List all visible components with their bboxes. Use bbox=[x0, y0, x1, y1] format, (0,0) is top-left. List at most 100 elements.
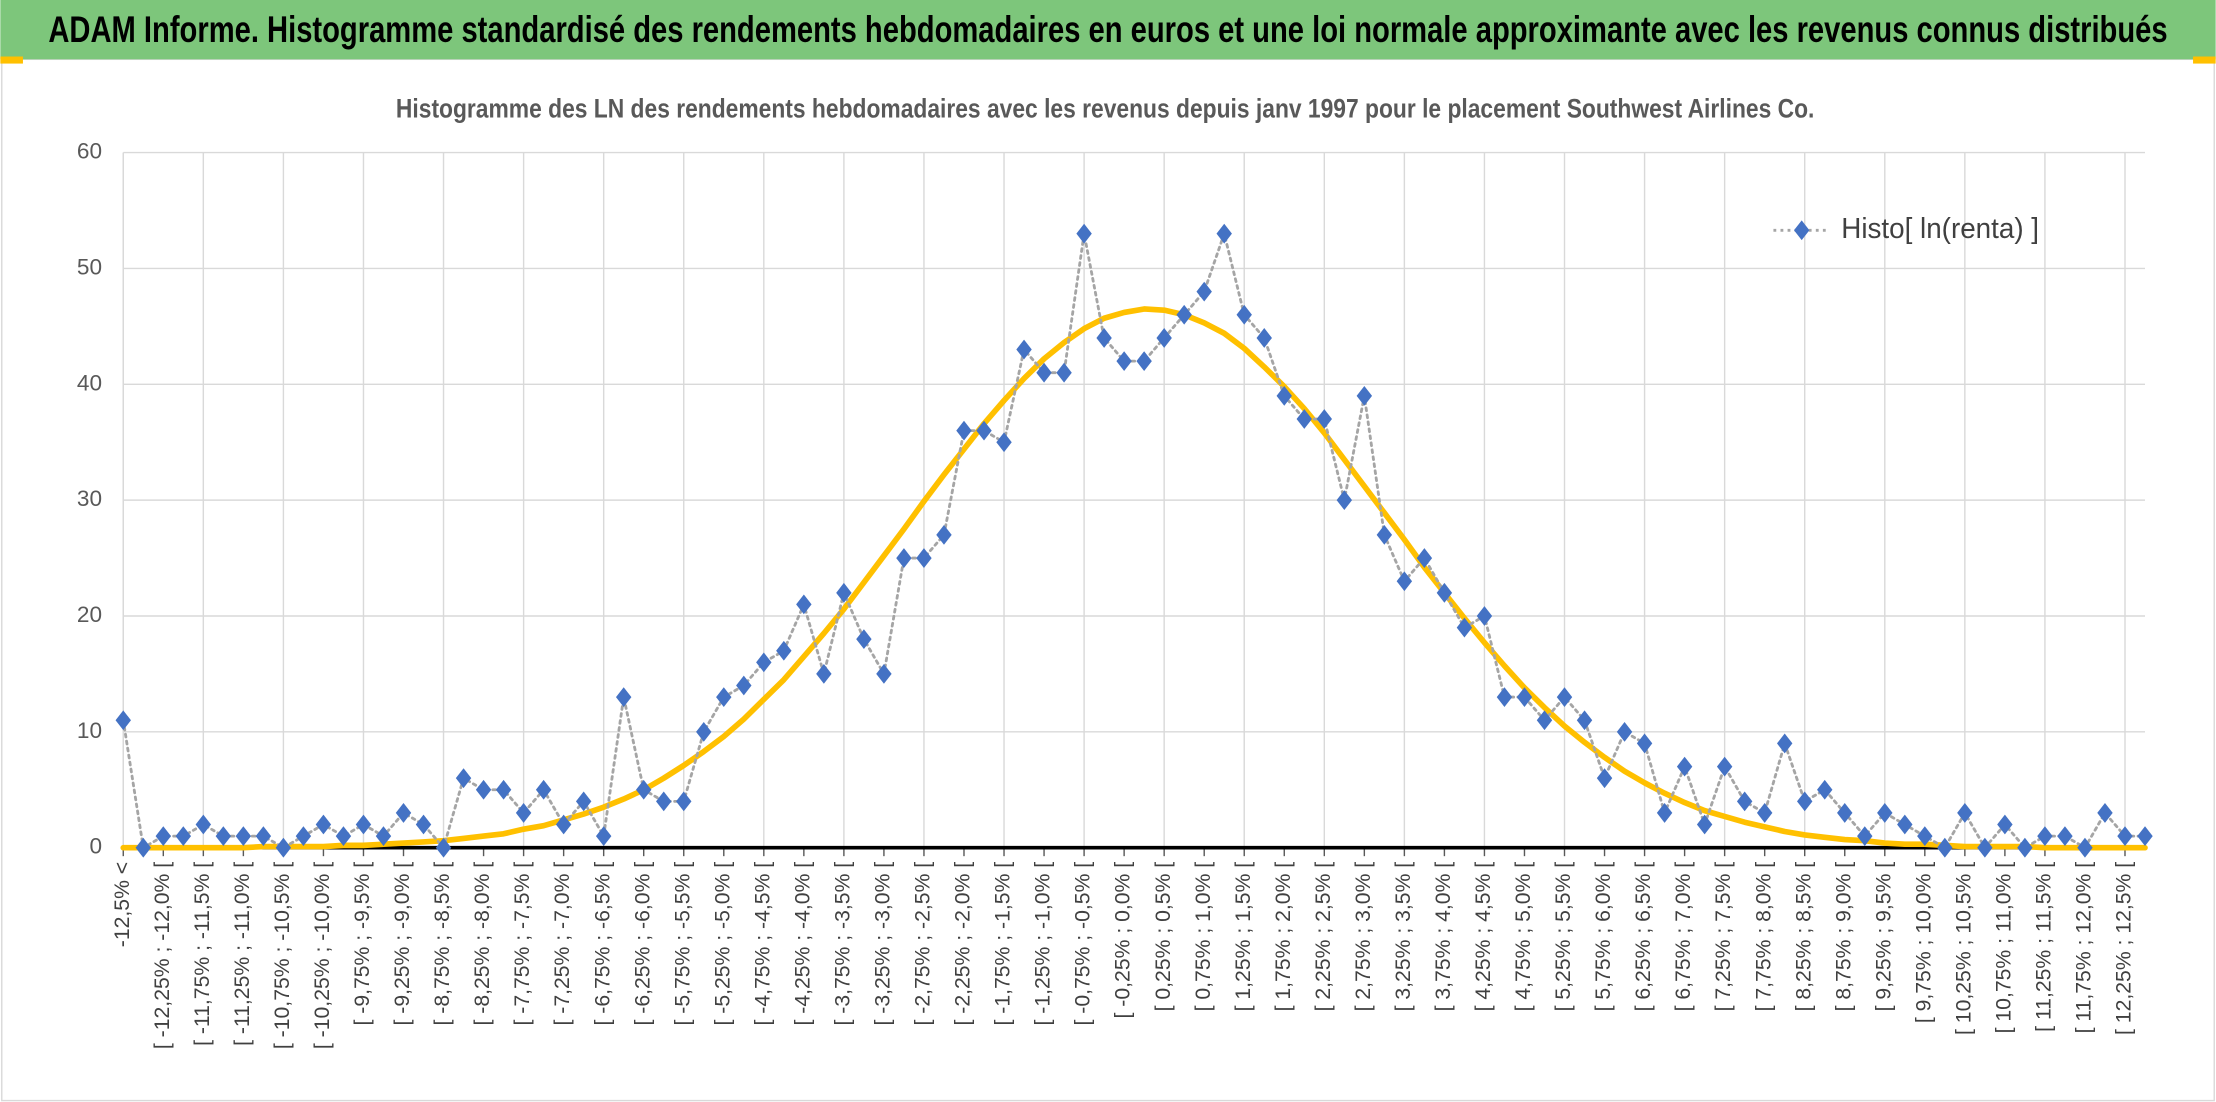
data-point bbox=[2017, 837, 2033, 858]
data-point bbox=[1236, 304, 1252, 325]
data-point bbox=[335, 826, 352, 846]
data-point bbox=[736, 675, 752, 696]
data-point bbox=[1256, 328, 1272, 348]
data-point bbox=[215, 826, 232, 846]
x-tick-label: [ 4,75% ; 5,0% [ bbox=[1512, 862, 1535, 1012]
x-tick-label: [ -12,25% ; -12,0% [ bbox=[151, 862, 174, 1049]
data-point bbox=[936, 525, 952, 545]
y-tick-label: 50 bbox=[77, 254, 102, 279]
x-tick-label: [ -9,25% ; -9,0% [ bbox=[391, 862, 414, 1026]
x-tick-label: [ -2,75% ; -2,5% [ bbox=[912, 862, 935, 1026]
x-tick-label: [ 10,75% ; 11,0% [ bbox=[1992, 862, 2015, 1034]
data-point bbox=[1937, 837, 1953, 858]
data-point bbox=[1276, 385, 1292, 406]
data-point bbox=[515, 803, 532, 823]
x-tick-label: [ -5,25% ; -5,0% [ bbox=[711, 862, 734, 1026]
data-point bbox=[1476, 606, 1493, 626]
data-point bbox=[1176, 304, 1192, 325]
x-tick-label: [ 7,25% ; 7,5% [ bbox=[1712, 862, 1735, 1012]
data-point bbox=[1997, 814, 2013, 835]
data-point bbox=[575, 791, 592, 812]
data-point bbox=[1196, 281, 1212, 302]
y-tick-label: 40 bbox=[77, 370, 102, 395]
data-point bbox=[1817, 779, 1833, 800]
data-point bbox=[235, 826, 252, 846]
data-point bbox=[2117, 826, 2133, 846]
data-point bbox=[656, 791, 672, 812]
data-point bbox=[595, 826, 612, 846]
x-tick-label: [ -11,75% ; -11,5% [ bbox=[191, 862, 214, 1046]
series-curve bbox=[120, 306, 2148, 851]
data-point bbox=[1837, 803, 1853, 823]
x-tick-label: [ 4,25% ; 4,5% [ bbox=[1472, 862, 1495, 1012]
data-point bbox=[1696, 814, 1713, 835]
y-tick-label: 0 bbox=[89, 834, 102, 859]
x-tick-label: [ -10,25% ; -10,0% [ bbox=[311, 862, 334, 1049]
data-point bbox=[155, 826, 172, 846]
chart-subtitle: Histogramme des LN des rendements hebdom… bbox=[396, 93, 1814, 123]
x-tick-label: [ 3,75% ; 4,0% [ bbox=[1432, 862, 1455, 1012]
x-tick-label: [ 8,25% ; 8,5% [ bbox=[1792, 862, 1815, 1012]
x-tick-label: [ -0,75% ; -0,5% [ bbox=[1072, 862, 1095, 1026]
data-point bbox=[916, 548, 932, 568]
data-point bbox=[876, 664, 892, 684]
data-point bbox=[1756, 803, 1773, 823]
data-point bbox=[776, 640, 792, 661]
x-tick-label: [ -9,75% ; -9,5% [ bbox=[351, 862, 374, 1026]
data-point bbox=[1376, 525, 1393, 545]
x-tick-label: [ 8,75% ; 9,0% [ bbox=[1832, 862, 1855, 1012]
x-tick-label: [ -8,25% ; -8,0% [ bbox=[471, 862, 494, 1026]
data-point bbox=[435, 837, 452, 858]
data-point bbox=[455, 768, 472, 789]
x-tick-label: [ 9,25% ; 9,5% [ bbox=[1872, 862, 1895, 1012]
legend-label: Histo[ ln(renta) ] bbox=[1841, 212, 2039, 244]
x-tick-label: [ -4,75% ; -4,5% [ bbox=[751, 862, 774, 1026]
data-point bbox=[2137, 826, 2153, 846]
x-tick-label: [ -7,25% ; -7,0% [ bbox=[551, 862, 574, 1026]
x-tick-label: [ -11,25% ; -11,0% [ bbox=[231, 862, 254, 1046]
data-point bbox=[195, 814, 212, 835]
x-tick-label: [ 1,25% ; 1,5% [ bbox=[1232, 862, 1255, 1012]
x-tick-label: [ -1,25% ; -1,0% [ bbox=[1032, 862, 1055, 1026]
x-tick-label: [ 5,75% ; 6,0% [ bbox=[1592, 862, 1615, 1012]
data-point bbox=[1676, 756, 1693, 777]
data-point bbox=[1636, 733, 1653, 754]
data-point bbox=[175, 826, 192, 846]
x-tick-label: [ 0,25% ; 0,5% [ bbox=[1152, 862, 1175, 1012]
x-tick-label: [ -0,25% ; 0,0% [ bbox=[1112, 862, 1135, 1019]
data-point bbox=[615, 687, 632, 707]
header-bar bbox=[0, 0, 2216, 60]
data-point bbox=[1496, 687, 1513, 707]
x-tick-label: [ -5,75% ; -5,5% [ bbox=[671, 862, 694, 1026]
x-tick-label: [ -7,75% ; -7,5% [ bbox=[511, 862, 534, 1026]
x-tick-label: [ 6,75% ; 7,0% [ bbox=[1672, 862, 1695, 1012]
data-point bbox=[2097, 803, 2113, 823]
x-tick-label: [ 11,25% ; 11,5% [ bbox=[2033, 862, 2056, 1032]
data-point bbox=[2057, 826, 2073, 846]
x-tick-label: [ 2,25% ; 2,5% [ bbox=[1312, 862, 1335, 1012]
x-tick-label: [ 5,25% ; 5,5% [ bbox=[1552, 862, 1575, 1012]
data-point bbox=[1356, 385, 1373, 406]
y-tick-label: 20 bbox=[77, 602, 102, 627]
x-tick-label: [ 7,75% ; 8,0% [ bbox=[1752, 862, 1775, 1012]
data-point bbox=[1536, 710, 1553, 731]
data-point bbox=[1616, 721, 1633, 742]
legend-marker bbox=[1793, 220, 1810, 241]
data-point bbox=[1396, 571, 1413, 592]
data-point bbox=[495, 779, 512, 800]
data-point bbox=[1556, 687, 1573, 707]
data-point bbox=[1716, 756, 1733, 777]
x-tick-label: -12,5% < bbox=[111, 862, 134, 947]
x-tick-label: [ 10,25% ; 10,5% [ bbox=[1952, 862, 1975, 1035]
data-point bbox=[1156, 328, 1172, 348]
data-point bbox=[1416, 548, 1433, 568]
data-point bbox=[295, 826, 312, 846]
data-point bbox=[2037, 826, 2053, 846]
corner-accent bbox=[0, 56, 23, 64]
data-point bbox=[836, 582, 852, 603]
data-point bbox=[976, 420, 992, 441]
x-tick-label: [ 9,75% ; 10,0% [ bbox=[1912, 862, 1935, 1023]
data-point bbox=[1436, 582, 1453, 603]
